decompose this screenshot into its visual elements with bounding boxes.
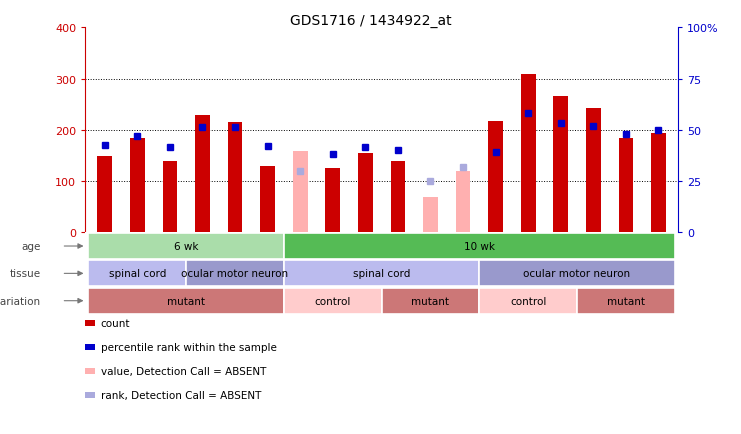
Text: 10 wk: 10 wk (464, 241, 495, 251)
Bar (88, 261, 186, 287)
Bar (260, 166, 275, 233)
Bar (391, 161, 405, 233)
Text: mutant: mutant (411, 296, 450, 306)
Bar (488, 121, 503, 233)
Text: count: count (101, 319, 130, 328)
Bar (479, 261, 675, 287)
Text: mutant: mutant (607, 296, 645, 306)
Bar (293, 152, 308, 233)
Text: genotype/variation: genotype/variation (0, 296, 41, 306)
Bar (325, 169, 340, 233)
Text: spinal cord: spinal cord (353, 269, 411, 279)
Bar (423, 198, 438, 233)
Text: control: control (510, 296, 546, 306)
Bar (186, 261, 284, 287)
Bar (130, 138, 144, 233)
Bar (586, 108, 601, 233)
Bar (619, 138, 634, 233)
Bar (577, 288, 675, 314)
Bar (195, 116, 210, 233)
Bar (284, 288, 382, 314)
Text: mutant: mutant (167, 296, 205, 306)
Bar (227, 123, 242, 233)
Text: tissue: tissue (10, 269, 41, 279)
Bar (97, 157, 112, 233)
Bar (382, 288, 479, 314)
Bar (554, 97, 568, 233)
Bar (651, 134, 666, 233)
Bar (284, 261, 479, 287)
Text: age: age (21, 241, 41, 251)
Text: control: control (315, 296, 351, 306)
Text: percentile rank within the sample: percentile rank within the sample (101, 342, 276, 352)
Text: value, Detection Call = ABSENT: value, Detection Call = ABSENT (101, 366, 266, 376)
Bar (456, 171, 471, 233)
Text: GDS1716 / 1434922_at: GDS1716 / 1434922_at (290, 14, 451, 28)
Text: spinal cord: spinal cord (109, 269, 166, 279)
Bar (88, 233, 284, 260)
Bar (358, 154, 373, 233)
Text: 6 wk: 6 wk (174, 241, 199, 251)
Bar (479, 288, 577, 314)
Bar (284, 233, 675, 260)
Bar (162, 161, 177, 233)
Bar (521, 75, 536, 233)
Text: ocular motor neuron: ocular motor neuron (182, 269, 288, 279)
Bar (88, 288, 284, 314)
Text: ocular motor neuron: ocular motor neuron (523, 269, 631, 279)
Text: rank, Detection Call = ABSENT: rank, Detection Call = ABSENT (101, 390, 261, 400)
